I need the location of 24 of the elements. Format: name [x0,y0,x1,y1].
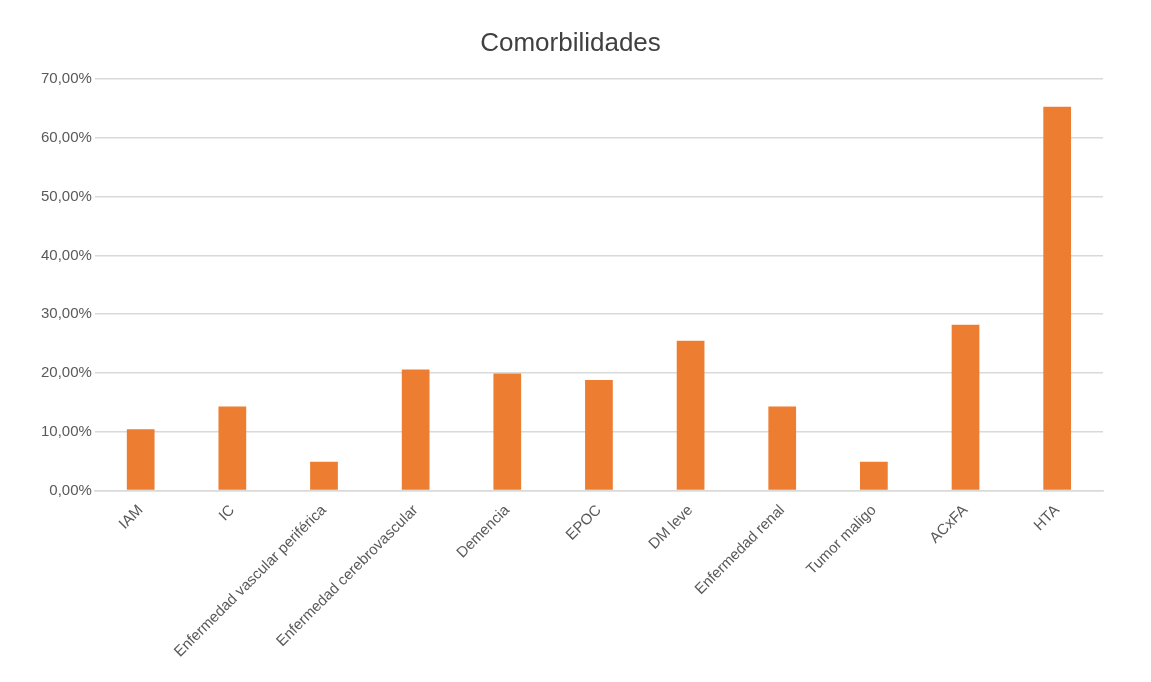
y-tick-label: 60,00% [41,128,92,146]
bar [951,324,980,490]
x-tick-label: IAM [114,500,146,532]
y-tick-label: 20,00% [41,363,92,381]
y-tick-label: 0,00% [49,480,92,498]
bar [218,406,247,490]
bar [585,380,613,490]
y-tick-label: 50,00% [41,186,92,204]
bar [860,461,888,490]
chart-title: Comorbilidades [480,26,661,57]
bar [768,406,797,490]
bar [401,369,430,490]
bar [1043,106,1072,490]
y-tick-label: 70,00% [41,69,92,87]
y-tick-label: 10,00% [41,421,92,439]
bar [493,373,522,490]
y-tick-label: 40,00% [41,245,92,263]
bar [676,340,705,490]
x-tick-label: DM leve [644,500,696,552]
bar [126,429,155,490]
x-tick-label: HTA [1029,500,1063,534]
bar [310,461,338,490]
y-tick-label: 30,00% [41,304,92,322]
x-tick-label: IC [214,500,238,524]
